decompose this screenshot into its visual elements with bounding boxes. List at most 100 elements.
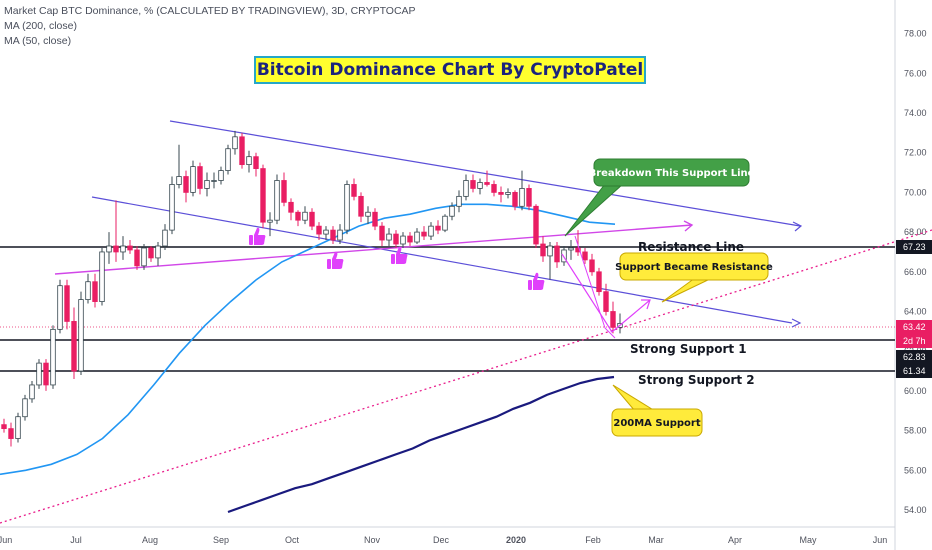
x-axis-ticks: Jun Jul Aug Sep Oct Nov Dec 2020 Feb Mar Apr May Jun	[0, 535, 887, 545]
candle-body	[421, 231, 427, 237]
candle-body	[155, 245, 161, 259]
price-tag-support1: 62.83	[896, 350, 932, 364]
x-tick-label: Apr	[728, 535, 742, 545]
callout-200ma: 200MA Support	[611, 384, 703, 437]
ma200-legend: MA (200, close)	[4, 20, 77, 32]
y-tick-label: 70.00	[904, 187, 927, 197]
candle-body	[456, 195, 462, 207]
candle-body	[78, 299, 84, 372]
rising-support-arrowhead	[683, 220, 694, 232]
candle-body	[260, 168, 266, 223]
y-tick-label: 64.00	[904, 307, 927, 317]
y-axis-ticks: 54.0056.0058.0060.0062.0064.0066.0068.00…	[904, 29, 927, 515]
y-tick-label: 68.00	[904, 227, 927, 237]
candle-body	[57, 285, 63, 330]
x-tick-label: Feb	[585, 535, 601, 545]
y-tick-label: 60.00	[904, 386, 927, 396]
candle-body	[533, 205, 539, 245]
candle-body	[15, 416, 21, 439]
candle-body	[169, 184, 175, 231]
candle-body	[1, 424, 7, 430]
long-trend-line	[0, 229, 932, 524]
price-tag-current: 63.42	[896, 320, 932, 334]
y-tick-label: 76.00	[904, 68, 927, 78]
y-tick-label: 74.00	[904, 108, 927, 118]
callout-support-resistance: Support Became Resistance	[615, 252, 773, 303]
candle-body	[71, 321, 77, 372]
candle-body	[519, 188, 525, 207]
candle-body	[85, 281, 91, 300]
candle-body	[435, 225, 441, 231]
thumbs-up-icon	[327, 251, 344, 269]
candle-body	[442, 215, 448, 231]
y-tick-label: 58.00	[904, 426, 927, 436]
price-tag-countdown-bg	[896, 334, 932, 348]
callout-sr-text: Support Became Resistance	[615, 262, 773, 273]
candle-body	[253, 156, 259, 169]
candle-body	[463, 180, 469, 197]
candle-body	[148, 247, 154, 259]
candle-body	[316, 225, 322, 235]
ma200-line	[227, 375, 615, 514]
callout-breakdown: Breakdown This Support Line	[564, 158, 755, 237]
x-tick-label: Oct	[285, 535, 300, 545]
price-tag-support2: 61.34	[896, 364, 932, 378]
support1-label: Strong Support 1	[630, 342, 747, 356]
candle-body	[225, 148, 231, 171]
candle-body	[232, 136, 238, 150]
callout-breakdown-box	[593, 158, 750, 187]
candle-body	[134, 249, 140, 267]
candle-body	[414, 231, 420, 243]
candle-body	[400, 235, 406, 245]
candle-body	[351, 184, 357, 197]
y-tick-label: 78.00	[904, 29, 927, 39]
candle-body	[386, 233, 392, 241]
candle-body	[239, 136, 245, 166]
y-tick-label: 72.00	[904, 148, 927, 158]
candle-body	[288, 201, 294, 213]
candle-body	[589, 259, 595, 273]
candle-body	[50, 328, 56, 386]
price-tag-current-bg	[896, 320, 932, 334]
x-tick-label: Jul	[70, 535, 82, 545]
candle-body	[141, 247, 147, 267]
candle-body	[295, 211, 301, 221]
channel-lower-line	[91, 196, 793, 324]
candle-body	[540, 243, 546, 257]
price-tag-support1-text: 62.83	[903, 352, 926, 362]
candle-body	[582, 251, 588, 261]
candle-body	[610, 311, 616, 328]
candle-body	[309, 211, 315, 227]
projection-path	[561, 253, 651, 333]
callout-breakdown-text: Breakdown This Support Line	[589, 168, 755, 179]
candle-body	[267, 219, 273, 223]
candle-body	[176, 176, 182, 185]
candle-body	[575, 247, 581, 253]
x-tick-label: Aug	[142, 535, 158, 545]
thumbs-up-icon	[391, 246, 408, 264]
price-tag-resistance: 67.23	[896, 240, 932, 254]
candle-body	[183, 176, 189, 193]
candle-body	[491, 184, 497, 193]
candle-body	[393, 233, 399, 245]
rising-support-line	[54, 224, 693, 275]
candle-body	[246, 156, 252, 166]
channel-arrowheads	[791, 221, 803, 328]
candle-body	[337, 229, 343, 241]
price-tag-countdown-text: 2d 7h	[903, 336, 926, 346]
resistance-line-label: Resistance Line	[638, 240, 744, 254]
callout-200ma-pointer	[612, 384, 657, 412]
candle-body	[512, 191, 518, 207]
candle-body	[22, 398, 28, 418]
symbol-info: Market Cap BTC Dominance, % (CALCULATED …	[4, 5, 416, 17]
candle-body	[106, 245, 112, 253]
candle-body	[204, 180, 210, 189]
candle-body	[358, 195, 364, 217]
chart-title: Bitcoin Dominance Chart By CryptoPatel	[254, 56, 646, 84]
thumbs-up-icons	[249, 227, 545, 290]
candle-body	[218, 170, 224, 181]
candle-body	[43, 362, 49, 386]
candle-body	[526, 188, 532, 207]
